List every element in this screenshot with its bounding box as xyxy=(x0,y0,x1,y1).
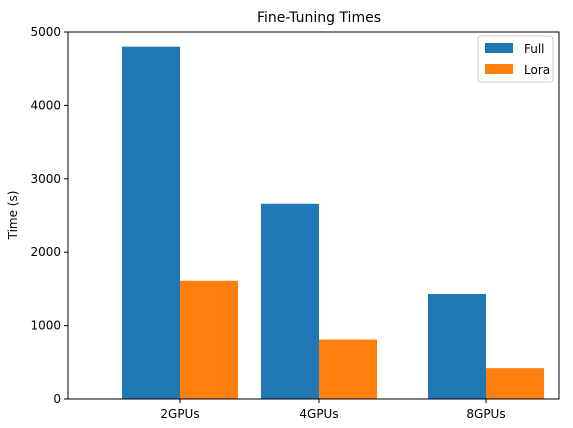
x-tick-label: 2GPUs xyxy=(160,407,199,421)
plot-area: 0 1000 2000 3000 4000 5000 2GPUs 4GPUs 8GPUs xyxy=(30,25,560,421)
y-tick-label: 1000 xyxy=(30,319,61,333)
y-tick-label: 3000 xyxy=(30,172,61,186)
legend-swatch-full xyxy=(485,43,513,53)
y-tick-label: 0 xyxy=(53,392,61,406)
legend-label-lora: Lora xyxy=(524,63,550,77)
bar-lora-8gpus xyxy=(486,368,544,399)
x-tick-label: 8GPUs xyxy=(466,407,505,421)
bar-full-8gpus xyxy=(428,294,486,399)
legend-label-full: Full xyxy=(524,42,545,56)
y-tick-label: 5000 xyxy=(30,25,61,39)
legend-swatch-lora xyxy=(485,64,513,74)
x-tick-label: 4GPUs xyxy=(299,407,338,421)
bar-lora-4gpus xyxy=(319,339,377,399)
chart-title: Fine-Tuning Times xyxy=(257,10,381,26)
plot-frame xyxy=(67,31,560,400)
y-tick-label: 2000 xyxy=(30,245,61,259)
y-tick-label: 4000 xyxy=(30,98,61,112)
bar-full-2gpus xyxy=(122,46,180,400)
bar-full-4gpus xyxy=(261,203,319,399)
y-axis-label: Time (s) xyxy=(6,191,20,241)
bar-lora-2gpus xyxy=(180,280,238,399)
legend: Full Lora xyxy=(477,35,554,83)
